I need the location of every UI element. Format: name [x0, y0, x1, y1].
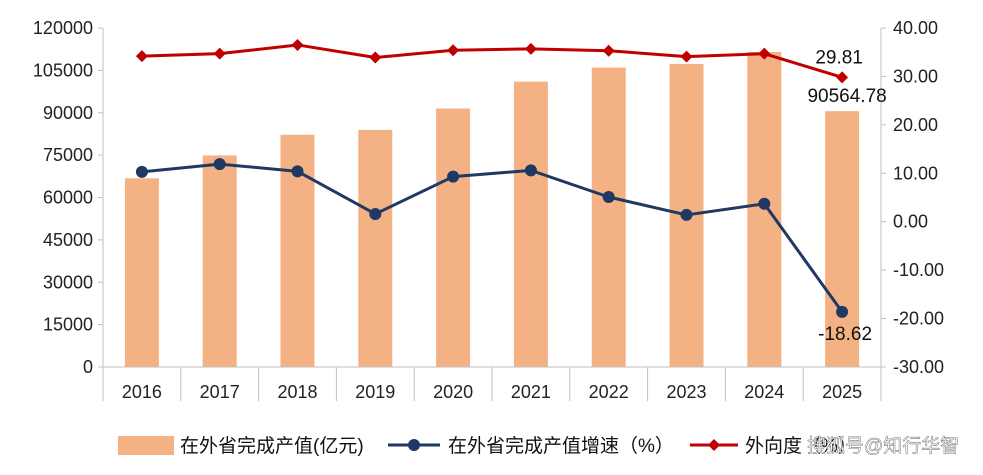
legend-ratio-label: 外向度（%）: [745, 435, 857, 457]
x-tick-label: 2022: [589, 382, 629, 402]
growth-point-2019: [369, 207, 382, 220]
y-left-tick-label: 60000: [43, 188, 93, 208]
bar-2022: [591, 67, 626, 368]
legend-growth-marker: [408, 439, 420, 451]
x-tick-label: 2018: [277, 382, 317, 402]
bar-2025: [825, 111, 860, 367]
y-left-tick-label: 75000: [43, 145, 93, 165]
bar-2021: [513, 81, 548, 368]
y-left-tick-label: 105000: [33, 60, 93, 80]
growth-point-2023: [680, 208, 693, 221]
x-tick-label: 2019: [355, 382, 395, 402]
y-right-tick-label: 40.00: [893, 18, 938, 38]
y-right-tick-label: -10.00: [893, 260, 944, 280]
x-tick-label: 2025: [822, 382, 862, 402]
y-right-tick-label: 30.00: [893, 66, 938, 86]
ratio-point-2018: [291, 38, 304, 51]
legend-bar-label: 在外省完成产值(亿元): [180, 435, 364, 457]
growth-2025-label: -18.62: [818, 324, 872, 345]
bars-layer: [124, 52, 860, 368]
legend-bar-swatch: [118, 436, 174, 455]
bar-2020: [436, 108, 471, 367]
growth-point-2017: [213, 158, 226, 171]
x-tick-label: 2016: [122, 382, 162, 402]
ratio-2025-label: 29.81: [815, 47, 863, 68]
labels-layer: 29.81 90564.78 -18.62: [807, 47, 886, 345]
y-right-tick-label: -30.00: [893, 357, 944, 377]
y-right-tick-label: 10.00: [893, 163, 938, 183]
bar-2016: [124, 178, 159, 367]
ratio-point-2024: [758, 47, 771, 60]
y-left-tick-label: 90000: [43, 103, 93, 123]
ratio-point-2016: [135, 50, 148, 63]
y-right-tick-label: -20.00: [893, 309, 944, 329]
ratio-point-2020: [447, 44, 460, 57]
x-tick-label: 2023: [666, 382, 706, 402]
growth-rate-line: [141, 162, 844, 313]
growth-point-2024: [758, 197, 771, 210]
axes-layer: 0 15000 30000 45000 60000 75000 90000 105000 120…: [33, 18, 944, 402]
ratio-point-2022: [602, 44, 615, 57]
y-left-tick-label: 120000: [33, 18, 93, 38]
growth-point-2016: [135, 165, 148, 178]
watermark-text: 搜狐号@知行华智: [807, 435, 959, 457]
lines-layer: [135, 38, 849, 318]
x-tick-label: 2017: [200, 382, 240, 402]
growth-point-2022: [602, 191, 615, 204]
x-tick-label: 2020: [433, 382, 473, 402]
legend-ratio-marker: [708, 439, 720, 451]
bar-2019: [358, 129, 393, 367]
growth-point-2018: [291, 165, 304, 178]
ratio-point-2019: [369, 51, 382, 64]
y-right-tick-label: 0.00: [893, 212, 928, 232]
y-left-tick-label: 0: [83, 357, 93, 377]
growth-point-2021: [524, 164, 537, 177]
y-left-tick-label: 45000: [43, 230, 93, 250]
value-2025-label: 90564.78: [807, 86, 886, 107]
ratio-point-2025: [836, 71, 849, 84]
ratio-point-2017: [213, 47, 226, 60]
x-tick-label: 2021: [511, 382, 551, 402]
legend: 在外省完成产值(亿元) 在外省完成产值增速（%） 外向度（%）: [118, 435, 857, 457]
y-left-tick-label: 30000: [43, 272, 93, 292]
legend-growth-label: 在外省完成产值增速（%）: [448, 435, 674, 457]
ratio-point-2021: [524, 42, 537, 55]
y-left-tick-label: 15000: [43, 315, 93, 335]
growth-point-2020: [447, 170, 460, 183]
bar-2017: [202, 155, 237, 367]
growth-point-2025: [836, 305, 849, 318]
x-tick-label: 2024: [744, 382, 784, 402]
ratio-point-2023: [680, 50, 693, 63]
export-ratio-line: [141, 43, 843, 79]
y-right-tick-label: 20.00: [893, 115, 938, 135]
